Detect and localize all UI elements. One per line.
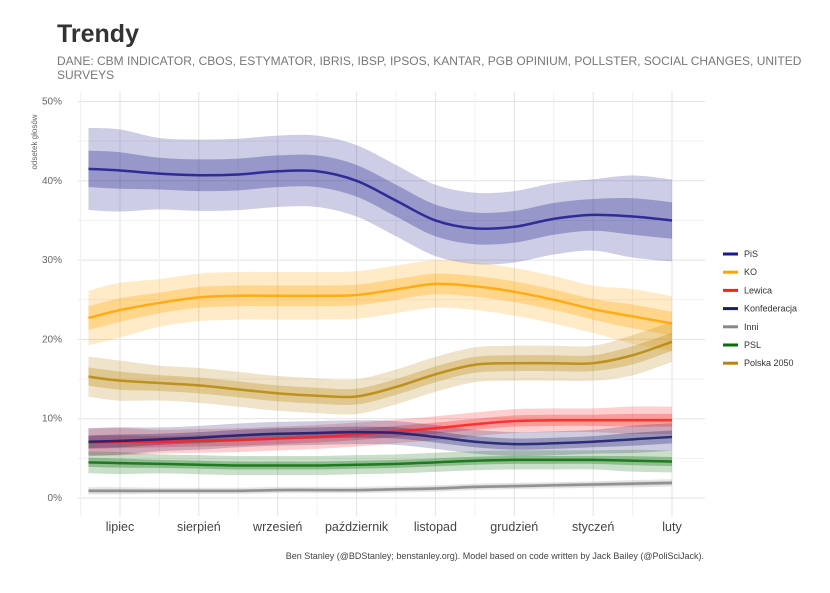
trend-line-konfederacja	[88, 430, 673, 446]
legend-label: Konfederacja	[744, 304, 797, 314]
x-tick-label: grudzień	[490, 520, 538, 534]
confidence-band-outer-3	[88, 420, 672, 457]
y-tick-label: 50%	[42, 97, 62, 108]
legend-label: KO	[744, 267, 757, 277]
confidence-band-outer-6	[88, 321, 672, 415]
trend-line-inni	[88, 481, 673, 493]
x-tick-label: styczeń	[572, 520, 614, 534]
confidence-band-outer-1	[88, 259, 672, 351]
confidence-band-inner-1	[88, 273, 672, 336]
confidence-band-outer-0	[88, 127, 672, 265]
legend-label: PSL	[744, 340, 761, 350]
legend-label: Lewica	[744, 285, 772, 295]
chart-caption: Ben Stanley (@BDStanley; benstanley.org)…	[285, 551, 704, 561]
y-tick-label: 10%	[42, 414, 62, 425]
trend-line-polska-2050	[88, 340, 673, 399]
y-axis-label: odsetek głosów	[30, 114, 39, 169]
x-tick-label: lipiec	[106, 520, 135, 534]
y-tick-label: 30%	[42, 255, 62, 266]
trend-line-psl	[88, 458, 673, 467]
legend-label: Polska 2050	[744, 358, 794, 368]
chart-title: Trendy	[57, 20, 139, 48]
trend-line-ko	[88, 282, 673, 325]
x-tick-label: wrzesień	[252, 520, 302, 534]
y-tick-label: 0%	[48, 493, 63, 504]
chart-subtitle: DANE: CBM INDICATOR, CBOS, ESTYMATOR, IB…	[57, 54, 802, 82]
confidence-band-inner-6	[88, 332, 672, 405]
y-tick-label: 40%	[42, 176, 62, 187]
x-tick-label: listopad	[414, 520, 457, 534]
confidence-band-outer-5	[88, 449, 672, 476]
legend-label: PiS	[744, 249, 758, 259]
legend-label: Inni	[744, 322, 759, 332]
x-tick-label: październik	[325, 520, 389, 534]
y-tick-label: 20%	[42, 334, 62, 345]
trend-line-pis	[88, 167, 673, 231]
x-tick-label: luty	[662, 520, 682, 534]
x-tick-label: sierpień	[177, 520, 221, 534]
